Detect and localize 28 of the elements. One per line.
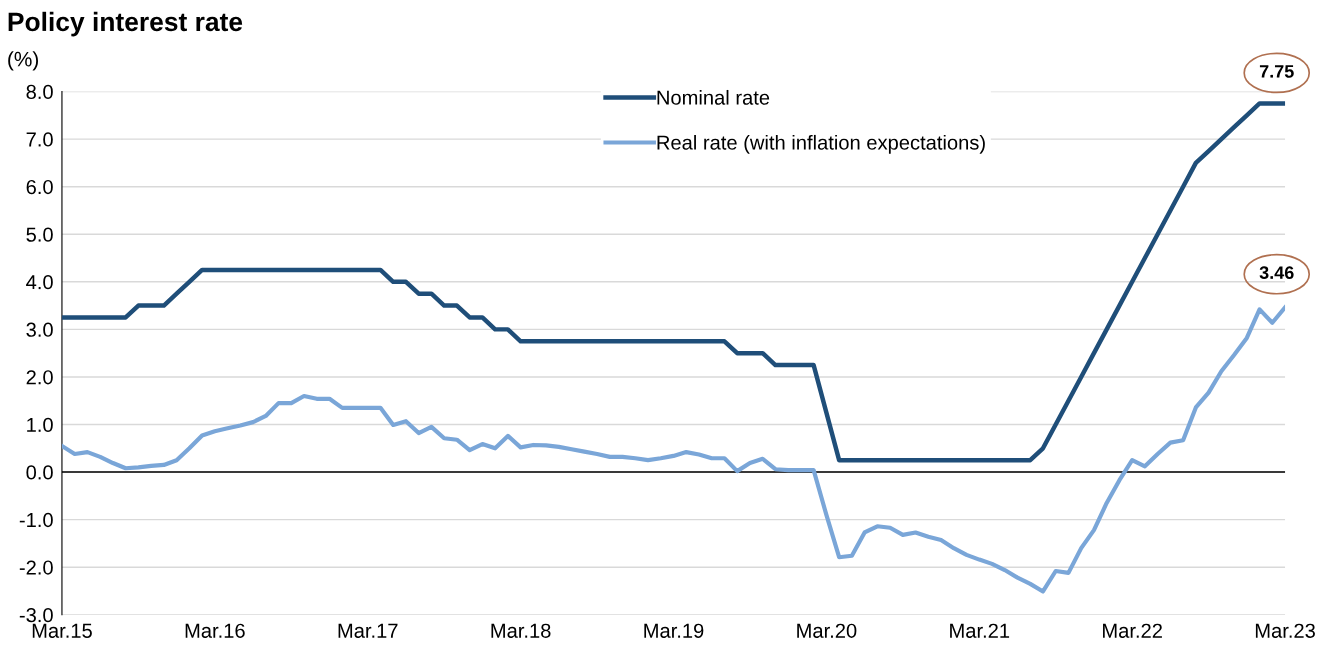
y-tick-label: 7.0 (26, 132, 53, 147)
x-tick-label: Mar.17 (338, 623, 398, 638)
annotation: 7.75 (1259, 65, 1294, 78)
y-tick-label: 0.0 (26, 465, 53, 480)
y-tick-label: 3.0 (26, 322, 53, 337)
x-tick-label: Mar.19 (644, 623, 704, 638)
y-tick-label: -3.0 (19, 607, 53, 623)
y-axis-title: (%) (8, 51, 39, 71)
y-tick-label: -1.0 (19, 512, 53, 528)
y-tick-label: 4.0 (26, 275, 53, 290)
x-tick-label: Mar.22 (1103, 623, 1162, 638)
chart-title: Policy interest rate (8, 11, 243, 37)
x-tick-label: Mar.15 (32, 623, 92, 638)
x-tick-label: Mar.23 (1255, 623, 1315, 638)
x-tick-label: Mar.20 (797, 623, 857, 638)
x-tick-label: Mar.16 (185, 623, 245, 638)
y-tick-label: 1.0 (27, 417, 53, 432)
x-tick-label: Mar.18 (491, 623, 551, 638)
y-tick-label: 6.0 (26, 179, 53, 195)
y-tick-label: 2.0 (26, 370, 53, 385)
y-tick-label: -2.0 (19, 560, 53, 575)
line-series (61, 305, 1286, 594)
legend-label: Nominal rate (657, 89, 770, 105)
annotation: 3.46 (1259, 266, 1294, 280)
y-tick-label: 5.0 (26, 227, 53, 242)
y-tick-label: 8.0 (26, 84, 53, 100)
x-tick-label: Mar.21 (950, 623, 1010, 638)
legend-label: Real rate (with inflation expectations) (657, 134, 985, 154)
